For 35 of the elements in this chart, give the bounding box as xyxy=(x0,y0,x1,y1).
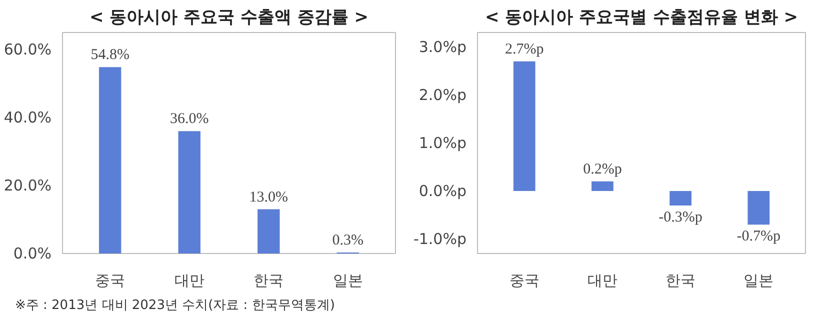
y-tick-label: 60.0% xyxy=(4,40,52,58)
bar xyxy=(178,131,200,254)
data-label: 36.0% xyxy=(170,111,209,128)
bar xyxy=(748,191,770,225)
data-label: 0.2%p xyxy=(583,161,622,178)
x-tick-label: 한국 xyxy=(666,272,696,290)
chart-title: < 동아시아 주요국 수출액 증감률 > xyxy=(89,8,369,28)
x-tick-label: 대만 xyxy=(174,272,204,290)
data-label: 13.0% xyxy=(249,189,288,206)
x-tick-label: 한국 xyxy=(254,272,284,290)
text: ※주 : 2013년 대비 2023년 수치(자료 : 한국무역통계) xyxy=(15,297,335,315)
y-tick-label: -1.0%p xyxy=(413,230,467,248)
x-tick-label: 중국 xyxy=(509,272,540,290)
bar xyxy=(98,67,122,254)
chart-title: < 동아시아 주요국별 수출점유율 변화 > xyxy=(484,8,798,28)
x-tick-label: 대만 xyxy=(587,272,618,290)
y-tick-label: 2.0%p xyxy=(418,86,467,104)
x-tick-label: 중국 xyxy=(95,272,126,290)
data-label: 2.7%p xyxy=(504,41,544,58)
x-tick-label: 일본 xyxy=(332,272,363,290)
y-tick-label: 1.0%p xyxy=(418,134,467,152)
bar xyxy=(670,191,692,206)
bar xyxy=(513,61,536,192)
bar xyxy=(258,209,280,254)
data-label: 54.8% xyxy=(90,47,130,64)
y-tick-label: 0.0% xyxy=(13,244,52,262)
data-label: -0.3%p xyxy=(658,209,702,226)
bar xyxy=(592,181,614,192)
y-tick-label: 0.0%p xyxy=(418,182,467,200)
y-tick-label: 20.0% xyxy=(4,176,52,194)
x-tick-label: 일본 xyxy=(744,272,774,290)
data-label: 0.3% xyxy=(332,232,364,248)
y-tick-label: 3.0%p xyxy=(418,38,467,56)
y-tick-label: 40.0% xyxy=(4,108,52,126)
data-label: -0.7%p xyxy=(736,228,781,245)
